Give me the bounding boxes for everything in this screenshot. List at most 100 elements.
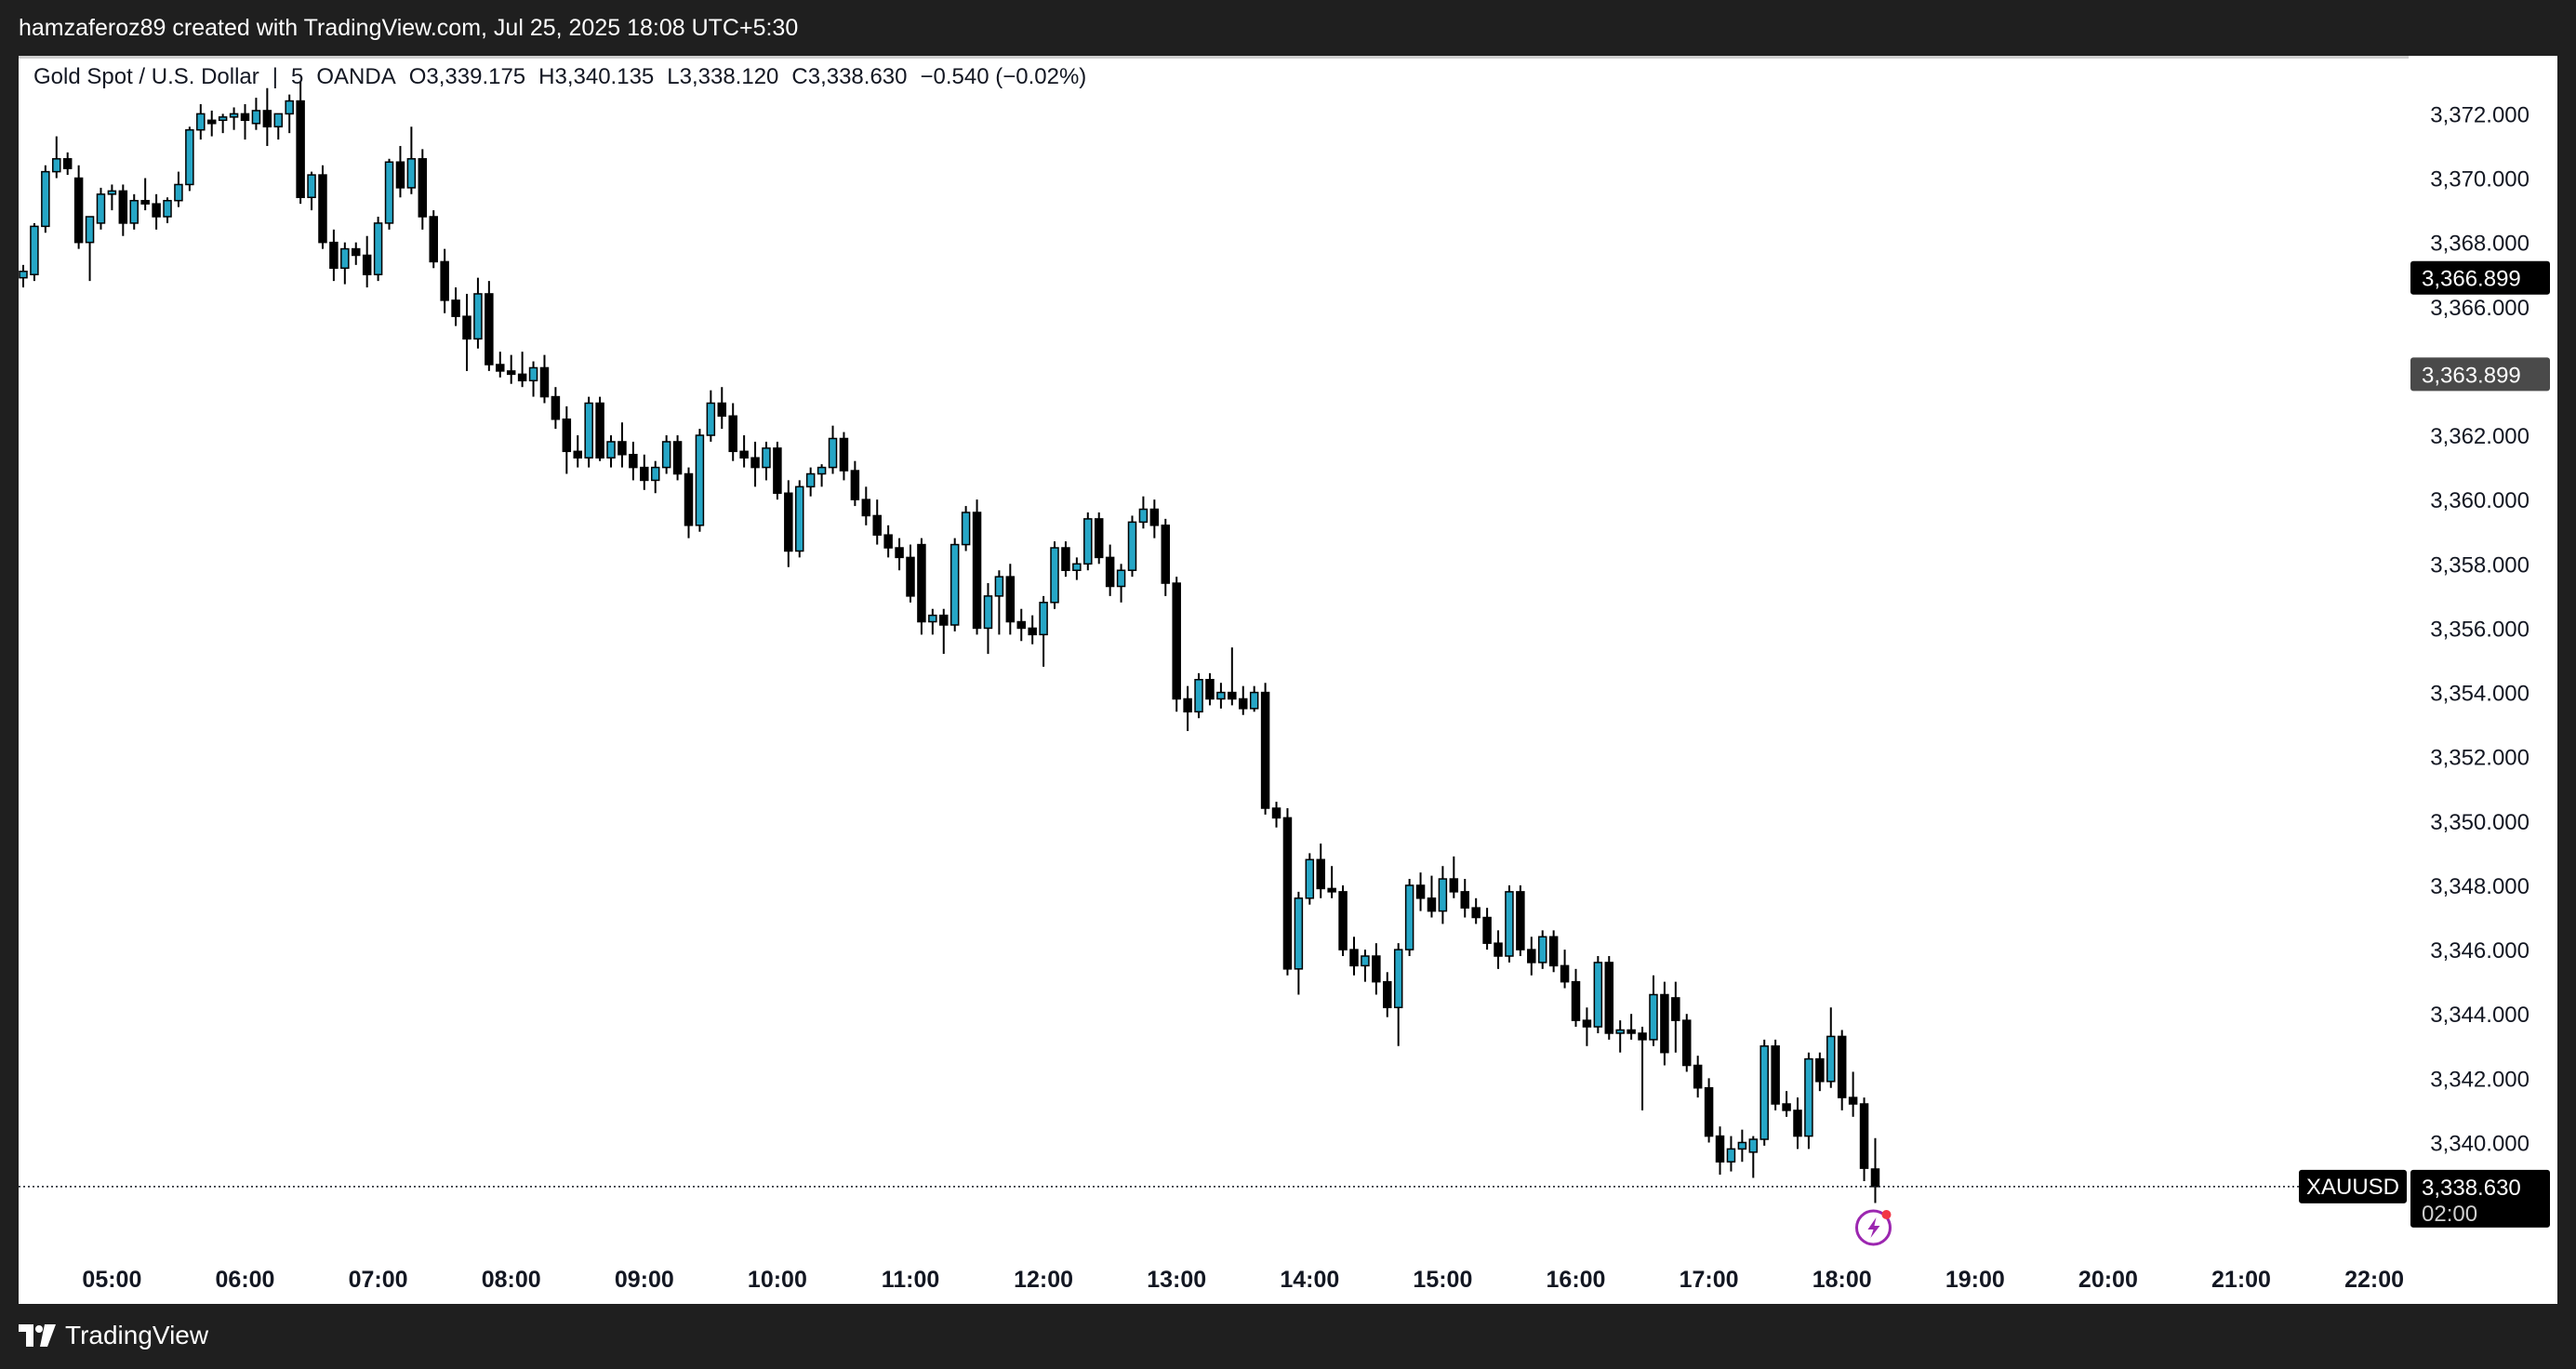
candle[interactable]: [1205, 672, 1215, 706]
candle[interactable]: [1415, 872, 1426, 911]
candle[interactable]: [1671, 981, 1680, 1053]
candle[interactable]: [1282, 808, 1293, 976]
candle[interactable]: [1349, 937, 1359, 976]
candle[interactable]: [795, 480, 804, 558]
candle[interactable]: [62, 152, 73, 176]
candle[interactable]: [1028, 615, 1037, 645]
candle[interactable]: [1005, 564, 1016, 635]
candle[interactable]: [1726, 1136, 1736, 1172]
candle[interactable]: [1848, 1071, 1858, 1117]
candle[interactable]: [262, 87, 272, 146]
candle[interactable]: [1494, 930, 1503, 969]
candle[interactable]: [661, 435, 671, 474]
candle[interactable]: [650, 460, 660, 494]
candle[interactable]: [1715, 1126, 1725, 1176]
candle[interactable]: [1183, 685, 1192, 732]
candle[interactable]: [485, 281, 494, 371]
candle[interactable]: [285, 94, 294, 134]
candle[interactable]: [1083, 512, 1093, 571]
candle[interactable]: [872, 499, 882, 545]
candle[interactable]: [1704, 1078, 1714, 1143]
candle[interactable]: [617, 422, 627, 468]
candle[interactable]: [1737, 1129, 1747, 1163]
candle[interactable]: [373, 217, 383, 282]
candle[interactable]: [73, 165, 84, 249]
candle[interactable]: [496, 352, 505, 378]
brand-name[interactable]: TradingView: [65, 1321, 209, 1349]
candle[interactable]: [440, 248, 449, 313]
candle[interactable]: [240, 104, 250, 140]
candle[interactable]: [728, 403, 737, 461]
candle[interactable]: [1748, 1136, 1759, 1178]
candle[interactable]: [684, 467, 694, 538]
candle[interactable]: [1050, 541, 1059, 609]
candle[interactable]: [606, 435, 616, 468]
candle[interactable]: [1682, 1014, 1692, 1072]
candle[interactable]: [429, 210, 438, 269]
candle[interactable]: [329, 229, 339, 282]
candle[interactable]: [307, 171, 316, 211]
candle[interactable]: [706, 390, 716, 442]
candle[interactable]: [218, 113, 228, 134]
candle[interactable]: [1638, 1027, 1647, 1110]
candle[interactable]: [1615, 1020, 1625, 1053]
candle[interactable]: [1161, 518, 1171, 596]
candle[interactable]: [972, 499, 982, 635]
candle[interactable]: [1482, 908, 1492, 950]
candle[interactable]: [562, 405, 572, 474]
candle[interactable]: [517, 352, 527, 388]
candle[interactable]: [1393, 943, 1403, 1046]
chart-frame[interactable]: 3,340.000 3,342.000 3,344.000 3,346.000 3,34…: [19, 56, 2557, 1304]
candle[interactable]: [1249, 685, 1259, 712]
candle[interactable]: [451, 287, 460, 326]
candle[interactable]: [174, 171, 183, 207]
candle[interactable]: [695, 429, 705, 532]
candle[interactable]: [1460, 879, 1469, 918]
candle[interactable]: [152, 193, 161, 230]
candle[interactable]: [784, 480, 793, 567]
candle[interactable]: [805, 467, 816, 497]
candle[interactable]: [1627, 1014, 1636, 1040]
candle[interactable]: [1826, 1007, 1836, 1088]
candle[interactable]: [129, 193, 139, 230]
lightning-event-icon[interactable]: [1854, 1209, 1892, 1246]
candle[interactable]: [395, 145, 405, 198]
candle[interactable]: [828, 425, 838, 474]
candle[interactable]: [1870, 1137, 1880, 1203]
candle[interactable]: [1837, 1030, 1847, 1110]
candle[interactable]: [1372, 943, 1381, 995]
candle[interactable]: [1516, 884, 1525, 956]
candle[interactable]: [1061, 541, 1070, 578]
candle[interactable]: [362, 235, 372, 288]
candle[interactable]: [1316, 844, 1325, 898]
candle[interactable]: [1782, 1091, 1791, 1117]
candle[interactable]: [1271, 802, 1281, 828]
candle[interactable]: [1505, 884, 1514, 963]
candle[interactable]: [352, 242, 361, 265]
candle[interactable]: [629, 441, 638, 481]
candle[interactable]: [584, 396, 593, 468]
candle[interactable]: [1404, 879, 1414, 956]
candle[interactable]: [418, 149, 428, 230]
candle[interactable]: [1427, 875, 1437, 918]
candle[interactable]: [52, 136, 61, 179]
candle[interactable]: [1604, 956, 1614, 1040]
candle[interactable]: [1094, 512, 1104, 565]
candle[interactable]: [1327, 866, 1336, 898]
candle[interactable]: [1039, 595, 1048, 667]
candle[interactable]: [1793, 1097, 1802, 1150]
candle[interactable]: [1660, 981, 1669, 1066]
candle[interactable]: [949, 538, 960, 631]
candlestick-chart[interactable]: 3,340.000 3,342.000 3,344.000 3,346.000 3,34…: [19, 56, 2557, 1304]
candle[interactable]: [773, 441, 782, 500]
candle[interactable]: [1759, 1039, 1769, 1146]
candle[interactable]: [1527, 937, 1536, 976]
tradingview-logo-icon[interactable]: [19, 1324, 56, 1347]
candle[interactable]: [140, 178, 150, 211]
candle[interactable]: [983, 583, 993, 655]
candle[interactable]: [107, 184, 117, 211]
candle[interactable]: [1815, 1052, 1825, 1092]
candle[interactable]: [1649, 975, 1658, 1046]
candle[interactable]: [1383, 972, 1392, 1017]
legend-symbol-name[interactable]: Gold Spot / U.S. Dollar: [33, 64, 259, 89]
